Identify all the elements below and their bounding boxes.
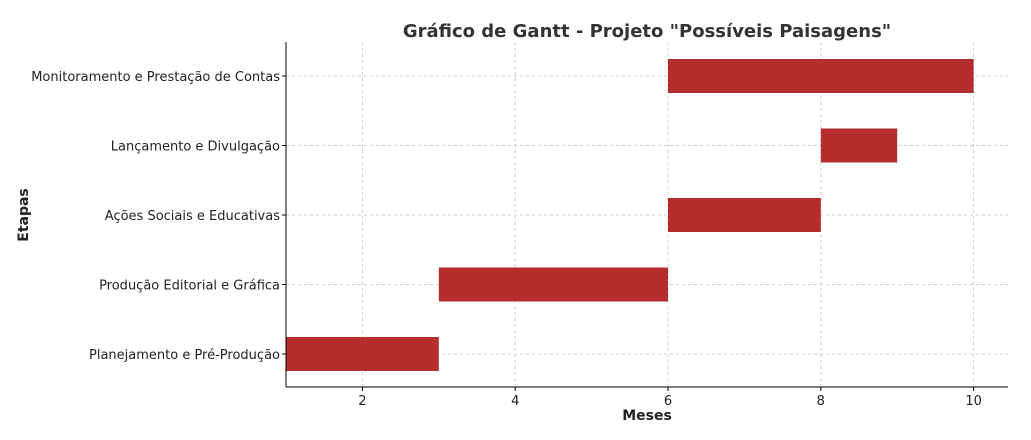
y-tick-label: Monitoramento e Prestação de Contas	[31, 70, 280, 85]
x-tick-label: 10	[965, 394, 982, 409]
gantt-bar	[286, 337, 439, 371]
chart-title: Gráfico de Gantt - Projeto "Possíveis Pa…	[403, 21, 891, 42]
x-axis-label: Meses	[622, 408, 672, 424]
y-tick-label: Produção Editorial e Gráfica	[99, 279, 280, 294]
gantt-bar	[668, 59, 974, 93]
x-tick-label: 8	[817, 394, 825, 409]
gantt-bar	[438, 267, 669, 302]
grid-lines	[286, 42, 1008, 387]
gantt-bars	[286, 59, 974, 371]
x-tick-label: 2	[358, 394, 366, 409]
gantt-bar	[820, 128, 898, 163]
gantt-bar	[668, 198, 821, 232]
x-tick-label: 4	[511, 394, 519, 409]
y-tick-label: Lançamento e Divulgação	[111, 140, 280, 155]
y-tick-labels: Planejamento e Pré-Produção Produção Edit…	[31, 70, 286, 363]
x-tick-labels: 2 4 6 8 10	[358, 387, 982, 409]
y-axis-label: Etapas	[16, 188, 32, 242]
y-tick-label: Ações Sociais e Educativas	[105, 209, 280, 224]
y-tick-label: Planejamento e Pré-Produção	[89, 348, 280, 363]
x-tick-label: 6	[664, 394, 672, 409]
